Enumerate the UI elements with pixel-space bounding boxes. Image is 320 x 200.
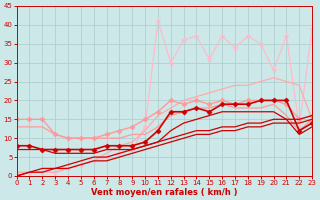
X-axis label: Vent moyen/en rafales ( km/h ): Vent moyen/en rafales ( km/h ) [91, 188, 238, 197]
